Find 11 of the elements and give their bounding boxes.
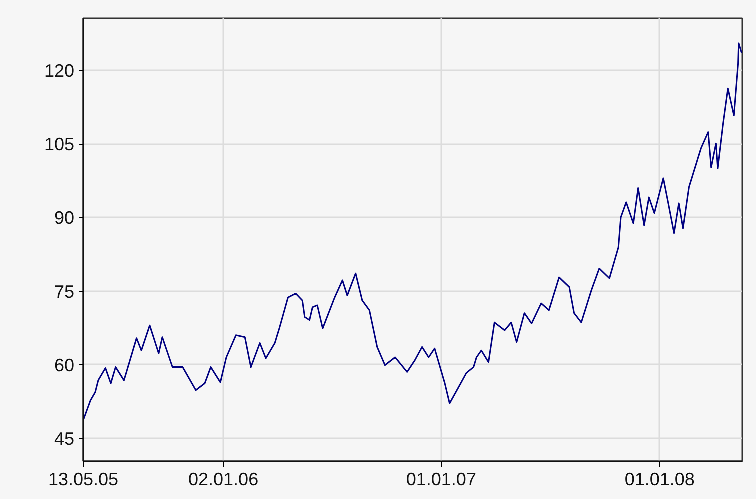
line-series <box>84 42 742 422</box>
y-tick-label: 60 <box>54 355 75 376</box>
x-tick-label: 13.05.05 <box>48 470 119 490</box>
x-tick-label: 02.01.06 <box>188 470 259 490</box>
y-tick-label: 45 <box>54 428 75 449</box>
y-tick-label: 120 <box>44 61 75 81</box>
y-tick-label: 75 <box>54 282 75 302</box>
x-tick-label: 01.01.07 <box>406 470 476 490</box>
y-tick-label: 105 <box>44 134 75 155</box>
y-tick-label: 90 <box>54 208 75 228</box>
x-tick-label: 01.01.08 <box>624 470 695 490</box>
